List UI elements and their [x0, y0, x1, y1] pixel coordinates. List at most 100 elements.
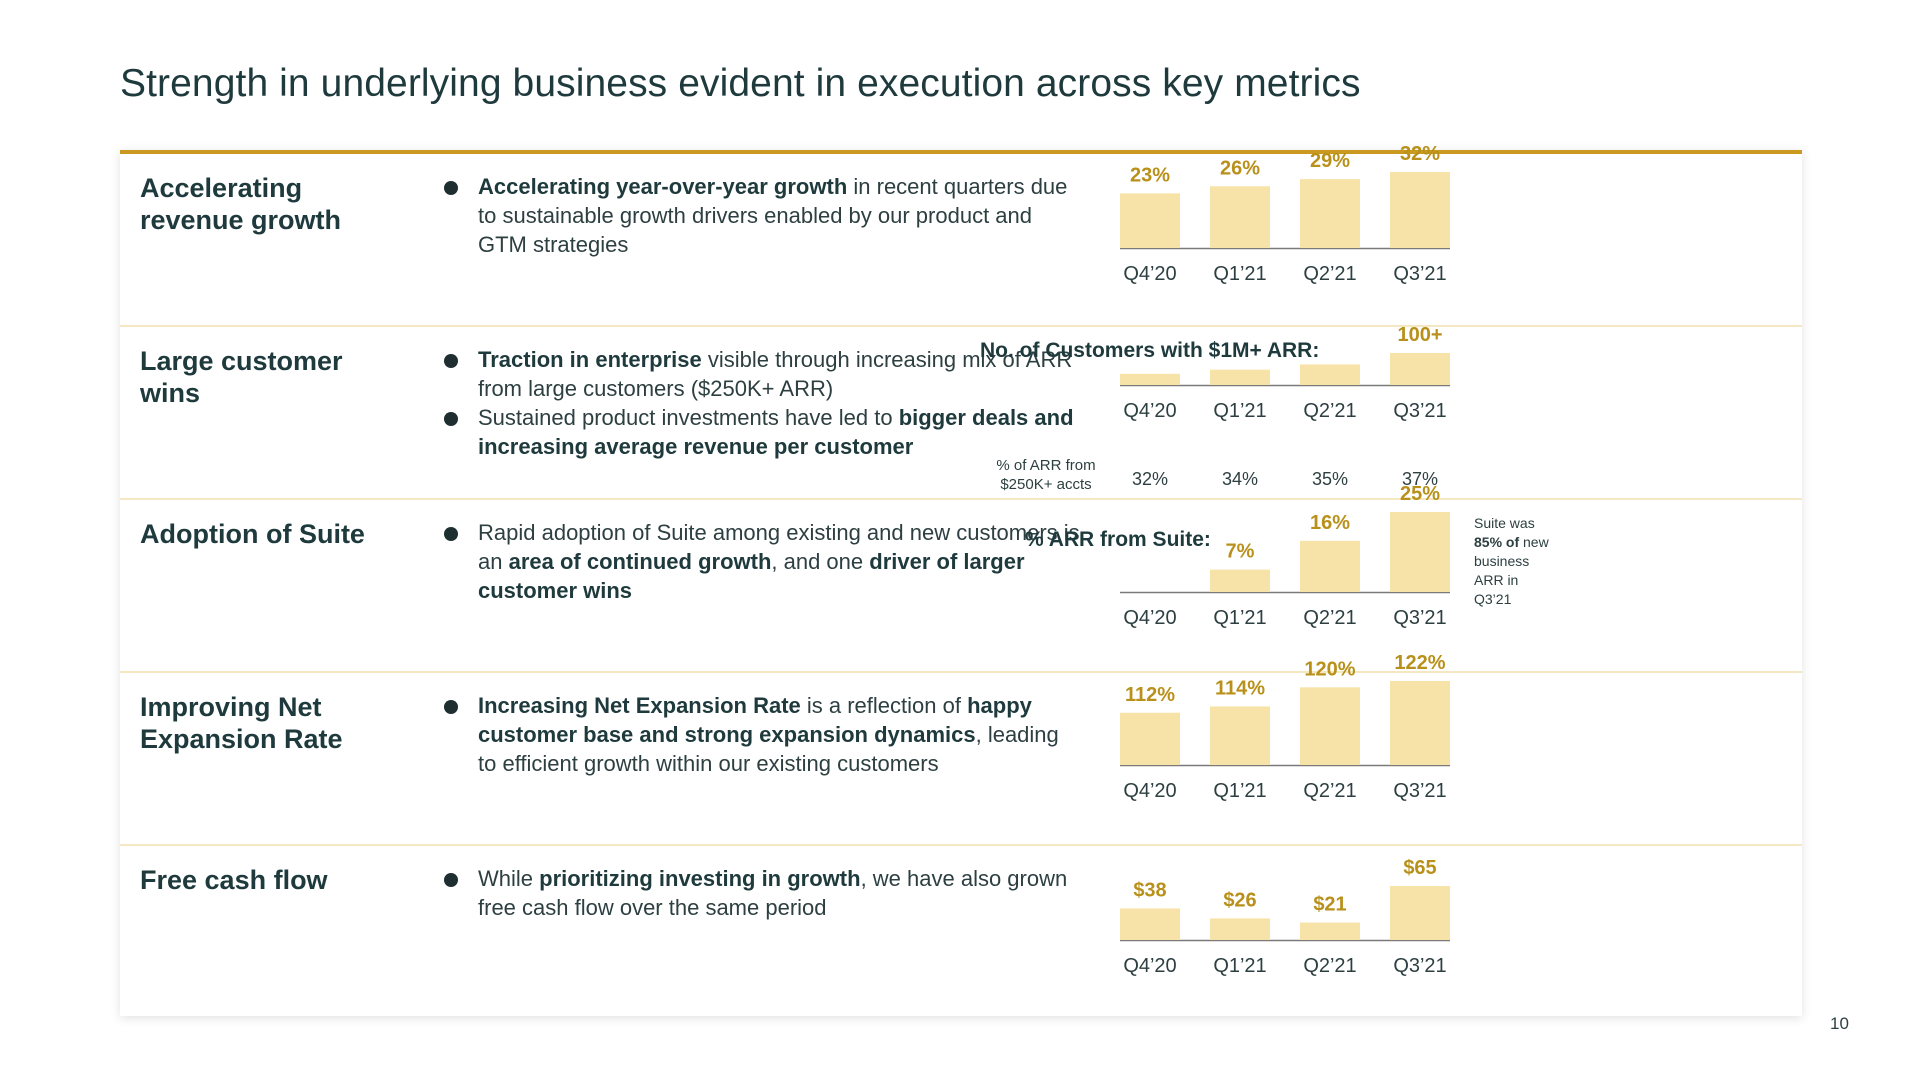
bullet-text: , we have also grown free cash flow over… [478, 866, 1068, 920]
bullet-text: is a reflection of [800, 693, 968, 718]
row-description: Traction in enterprise visible through i… [442, 345, 1082, 461]
row-description: While prioritizing investing in growth, … [442, 864, 1082, 922]
chart-tick-label: Q3’21 [1393, 780, 1446, 802]
chart-tick-label: Q2’21 [1303, 955, 1356, 977]
chart-bar [1390, 886, 1450, 940]
row-label-line: Adoption of Suite [140, 519, 365, 549]
chart-data-label: $38 [1133, 879, 1166, 901]
metric-row-revenue-growth: Accelerating revenue growth Accelerating… [120, 143, 1802, 327]
bullet-bold-text: Increasing Net Expansion Rate [478, 693, 801, 718]
chart-tick-label: Q3’21 [1393, 263, 1446, 285]
chart-bar [1300, 687, 1360, 765]
chart-sub-value: 37% [1402, 469, 1438, 489]
row-label: Free cash flow [140, 864, 400, 896]
chart-bar [1300, 922, 1360, 940]
chart-sub-value: 32% [1132, 469, 1168, 489]
bullet-bold-text: Traction in enterprise [478, 347, 702, 372]
bullet-point: Increasing Net Expansion Rate is a refle… [442, 691, 1082, 778]
chart-tick-label: Q1’21 [1213, 607, 1266, 629]
chart-tick-label: Q2’21 [1303, 607, 1356, 629]
bullet-point: Traction in enterprise visible through i… [442, 345, 1082, 403]
chart-note-line: 85% of new [1474, 534, 1550, 550]
chart-tick-label: Q3’21 [1393, 607, 1446, 629]
chart-note-line: business [1474, 553, 1529, 569]
chart-tick-label: Q4’20 [1123, 607, 1176, 629]
chart-data-label: 29% [1310, 150, 1350, 172]
bullet-bold-text: driver of larger customer wins [478, 549, 1025, 603]
metric-row-suite-adoption: Adoption of Suite Rapid adoption of Suit… [120, 483, 1802, 673]
note-text: new [1519, 534, 1549, 550]
row-label: Adoption of Suite [140, 518, 400, 550]
bullet-bold-text: prioritizing investing in growth [539, 866, 861, 891]
chart-bar [1300, 540, 1360, 592]
row-description: Increasing Net Expansion Rate is a refle… [442, 691, 1082, 778]
bullet-bold-text: Accelerating year-over-year growth [478, 174, 848, 199]
chart-bar [1390, 512, 1450, 592]
row-label: Large customer wins [140, 345, 400, 409]
row-label: Improving Net Expansion Rate [140, 691, 400, 755]
chart-sub-value: 35% [1312, 469, 1348, 489]
chart-sub-value: 34% [1222, 469, 1258, 489]
row-description: Accelerating year-over-year growth in re… [442, 172, 1082, 259]
chart-tick-label: Q2’21 [1303, 263, 1356, 285]
metric-row-net-expansion: Improving Net Expansion Rate Increasing … [120, 652, 1802, 846]
chart-tick-label: Q4’20 [1123, 263, 1176, 285]
chart-sub-label: $250K+ accts [1000, 476, 1091, 493]
chart-data-label: 26% [1220, 157, 1260, 179]
chart-bar [1210, 706, 1270, 765]
metric-row-large-customers: Large customer wins Traction in enterpri… [120, 324, 1802, 500]
bullet-point: Rapid adoption of Suite among existing a… [442, 518, 1082, 605]
bullet-bold-text: happy customer base and strong expansion… [478, 693, 1032, 747]
chart-bar [1120, 908, 1180, 940]
chart-bar [1390, 353, 1450, 385]
chart-title: No. of Customers with $1M+ ARR: [980, 339, 1319, 362]
chart-bar [1120, 193, 1180, 248]
note-highlight: 85% of [1474, 534, 1519, 550]
chart-bar [1300, 364, 1360, 385]
chart-free-cash-flow: $38 Q4’20 $26 Q1’21 $21 Q2’21 $65 Q3’21 [1120, 857, 1450, 977]
chart-bar [1210, 186, 1270, 248]
chart-large-customers: Q4’20 Q1’21 Q2’21 100+ Q3’21 No. of Customers… [980, 324, 1450, 493]
row-label-line: Expansion Rate [140, 724, 343, 754]
metrics-panel: Accelerating revenue growth Accelerating… [120, 143, 1802, 1016]
bullet-point: While prioritizing investing in growth, … [442, 864, 1082, 922]
chart-bar [1120, 712, 1180, 765]
bullet-text: in recent quarters due to sustainable gr… [478, 174, 1068, 257]
row-label-line: Free cash flow [140, 865, 328, 895]
chart-bar [1210, 918, 1270, 940]
chart-tick-label: Q1’21 [1213, 263, 1266, 285]
chart-suite-adoption: Q4’20 7% Q1’21 16% Q2’21 25% Q3’21 % ARR from S… [1025, 483, 1550, 629]
chart-data-label: $65 [1403, 857, 1436, 879]
bullet-text: While [478, 866, 540, 891]
bullet-text: visible through increasing mix of ARR fr… [478, 347, 1073, 401]
chart-bar [1390, 681, 1450, 765]
bullet-bold-text: area of continued growth [508, 549, 772, 574]
chart-data-label: 122% [1394, 652, 1445, 674]
chart-data-label: 16% [1310, 512, 1350, 534]
bullet-point: Sustained product investments have led t… [442, 403, 1082, 461]
bullet-text: Sustained product investments have led t… [478, 405, 899, 430]
chart-tick-label: Q2’21 [1303, 780, 1356, 802]
chart-data-label: 100+ [1397, 324, 1442, 346]
chart-tick-label: Q4’20 [1123, 955, 1176, 977]
chart-data-label: 7% [1226, 541, 1255, 563]
chart-data-label: $26 [1223, 889, 1256, 911]
chart-bar [1210, 569, 1270, 592]
row-label-line: Improving Net [140, 692, 322, 722]
chart-data-label: 32% [1400, 143, 1440, 165]
row-label: Accelerating revenue growth [140, 172, 400, 236]
chart-data-label: 114% [1215, 677, 1265, 699]
bullet-text: , and one [771, 549, 870, 574]
chart-tick-label: Q3’21 [1393, 955, 1446, 977]
chart-tick-label: Q4’20 [1123, 400, 1176, 422]
row-label-line: revenue growth [140, 205, 342, 235]
chart-data-label: 23% [1130, 164, 1170, 186]
chart-data-label: $21 [1313, 894, 1346, 916]
chart-bar [1390, 172, 1450, 248]
chart-tick-label: Q1’21 [1213, 780, 1266, 802]
page-title: Strength in underlying business evident … [120, 62, 1361, 105]
chart-tick-label: Q1’21 [1213, 955, 1266, 977]
row-label-line: Large customer [140, 346, 343, 376]
bullet-bold-text: bigger deals and increasing average reve… [478, 405, 1074, 459]
bullet-text: , leading to efficient growth within our… [478, 722, 1059, 776]
